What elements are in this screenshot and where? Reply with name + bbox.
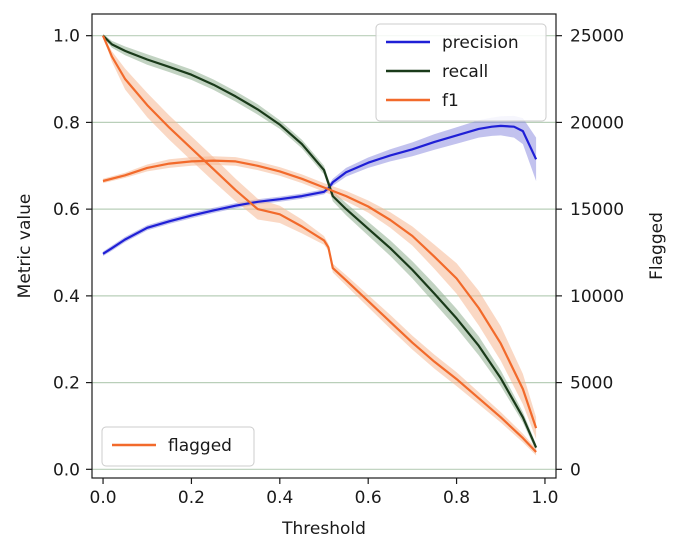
y-tick-label-3: 0.6 xyxy=(53,200,80,220)
flagged-line xyxy=(101,35,537,453)
y2-tick-label-1: 5000 xyxy=(570,374,613,394)
plot-frame xyxy=(91,13,557,479)
legend-label-flagged: flagged xyxy=(168,436,232,456)
y2-axis-label: Flagged xyxy=(647,212,667,280)
y-tick-label-2: 0.4 xyxy=(53,287,80,307)
confidence-bands xyxy=(103,33,537,456)
flagged-band xyxy=(103,35,537,456)
y2-tick-label-2: 10000 xyxy=(570,287,624,307)
legend-label-recall: recall xyxy=(442,62,488,82)
y-tick-label-4: 0.8 xyxy=(53,113,80,133)
axis-ticks: 0.0 0.2 0.4 0.6 0.8 1.0 0.0 0.2 0.4 0.6 0.8 1.0 0 500… xyxy=(53,27,624,508)
y2-tick-label-3: 15000 xyxy=(570,200,624,220)
legend-secondary: flagged xyxy=(101,426,255,467)
y2-tick-label-0: 0 xyxy=(570,460,581,480)
x-tick-label-3: 0.6 xyxy=(355,488,382,508)
legend-label-precision: precision xyxy=(442,33,519,53)
x-axis-label: Threshold xyxy=(281,519,366,539)
x-tick-label-1: 0.2 xyxy=(178,488,205,508)
y-tick-label-0: 0.0 xyxy=(53,460,80,480)
x-tick-label-4: 0.8 xyxy=(443,488,470,508)
y-tick-label-5: 1.0 xyxy=(53,27,80,47)
y2-tick-label-4: 20000 xyxy=(570,113,624,133)
legend-main: precision recall f1 xyxy=(375,23,547,122)
f1-line xyxy=(102,159,538,429)
x-tick-label-2: 0.4 xyxy=(266,488,293,508)
y-axis-label: Metric value xyxy=(15,194,35,299)
y2-tick-label-5: 25000 xyxy=(570,27,624,47)
legend-main-box xyxy=(375,23,547,122)
legend-secondary-box xyxy=(101,426,255,467)
x-tick-label-5: 1.0 xyxy=(531,488,558,508)
x-tick-label-0: 0.0 xyxy=(90,488,117,508)
y-tick-label-1: 0.2 xyxy=(53,374,80,394)
precision-band xyxy=(103,115,537,257)
precision-line xyxy=(102,124,538,255)
series-lines xyxy=(101,34,538,453)
recall-line xyxy=(102,34,538,449)
legend-label-f1: f1 xyxy=(442,91,459,111)
